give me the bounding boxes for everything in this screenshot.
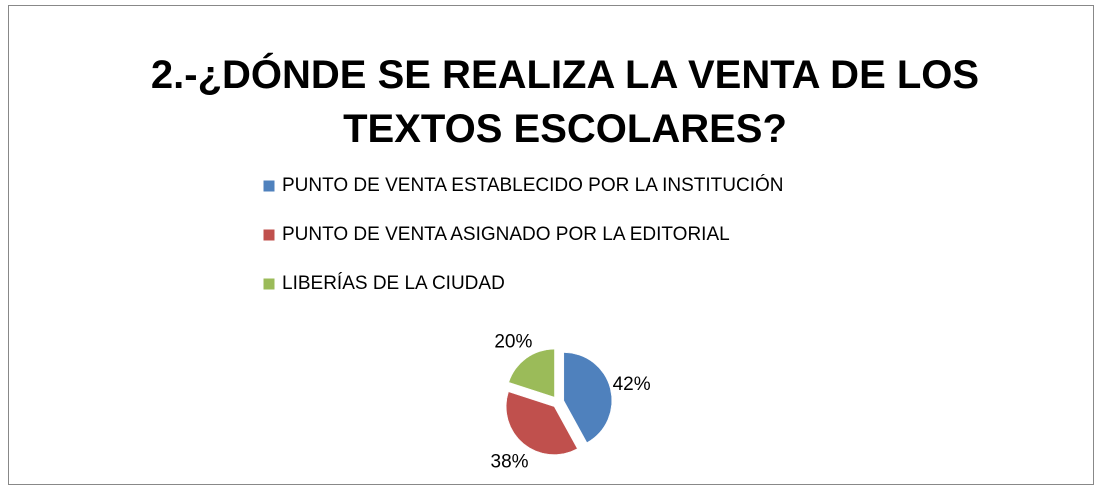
legend-swatch [262, 179, 276, 193]
data-label: 42% [613, 374, 651, 395]
legend-swatch [262, 228, 276, 242]
data-label: 38% [491, 452, 529, 473]
legend-label: PUNTO DE VENTA ASIGNADO POR LA EDITORIAL [282, 224, 730, 245]
data-label: 20% [494, 332, 532, 353]
pie-slice [563, 352, 613, 443]
legend-label: PUNTO DE VENTA ESTABLECIDO POR LA INSTIT… [282, 174, 784, 196]
chart-title: 2.-¿DÓNDE SE REALIZA LA VENTA DE LOS TEX… [150, 53, 980, 151]
pie-slice [508, 348, 555, 398]
legend-swatch [262, 277, 276, 291]
pie-slice [505, 391, 578, 455]
legend-label: LIBERÍAS DE LA CIUDAD [282, 273, 505, 294]
